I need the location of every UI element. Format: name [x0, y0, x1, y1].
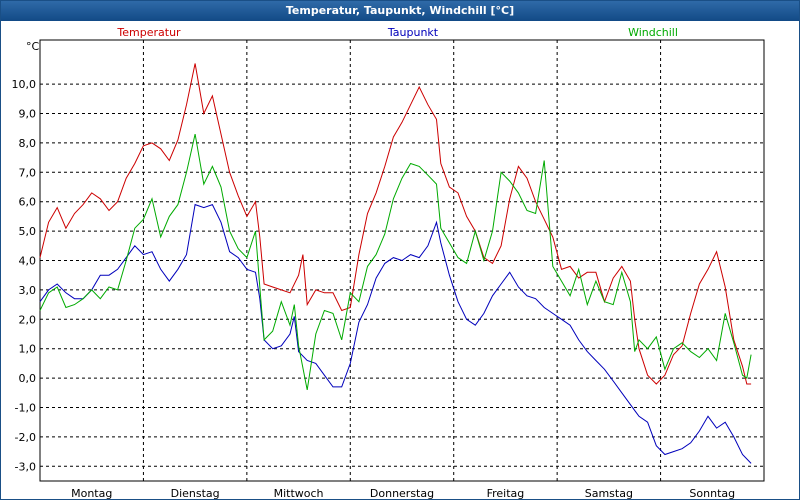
- chart-area: 10,0 9,0 8,0 7,0 6,0 5,0 4,0 3,0 2,0 1,0 0,0 -1,0 -2…: [12, 26, 765, 499]
- y-tick-label: 4,0: [19, 255, 37, 268]
- x-day-label: Montag: [71, 487, 112, 499]
- legend-entry: Taupunkt: [387, 26, 439, 39]
- series-lines: [39, 63, 752, 464]
- y-tick-label: 3,0: [19, 284, 37, 297]
- y-axis-unit: °C: [26, 40, 40, 53]
- y-tick-label: 9,0: [19, 108, 37, 121]
- y-tick-label: 10,0: [12, 78, 37, 91]
- y-tick-label: -1,0: [15, 402, 36, 415]
- legend-entry: Windchill: [628, 26, 678, 39]
- y-tick-label: 8,0: [19, 137, 37, 150]
- y-tick-label: 6,0: [19, 196, 37, 209]
- x-axis: Montag12.01.15Dienstag13.01.15Mittwoch14…: [71, 487, 735, 499]
- y-tick-label: -3,0: [15, 460, 36, 473]
- x-day-label: Mittwoch: [274, 487, 324, 499]
- y-axis: 10,0 9,0 8,0 7,0 6,0 5,0 4,0 3,0 2,0 1,0 0,0 -1,0 -2…: [12, 40, 40, 473]
- y-tick-label: 7,0: [19, 166, 37, 179]
- y-tick-label: -2,0: [15, 431, 36, 444]
- y-tick-label: 0,0: [19, 372, 37, 385]
- x-day-label: Donnerstag: [370, 487, 434, 499]
- series-line-temperatur: [39, 63, 752, 385]
- x-day-label: Samstag: [585, 487, 633, 499]
- grid: [40, 40, 765, 481]
- x-day-label: Dienstag: [171, 487, 220, 499]
- x-day-label: Sonntag: [689, 487, 735, 499]
- y-tick-label: 2,0: [19, 313, 37, 326]
- chart-title: Temperatur, Taupunkt, Windchill [°C]: [1, 1, 799, 21]
- y-tick-label: 1,0: [19, 343, 37, 356]
- legend: Temperatur Taupunkt Windchill: [116, 26, 678, 39]
- legend-entry: Temperatur: [116, 26, 181, 39]
- x-day-label: Freitag: [487, 487, 525, 499]
- y-tick-label: 5,0: [19, 225, 37, 238]
- series-line-windchill: [39, 133, 752, 390]
- series-line-taupunkt: [39, 203, 752, 464]
